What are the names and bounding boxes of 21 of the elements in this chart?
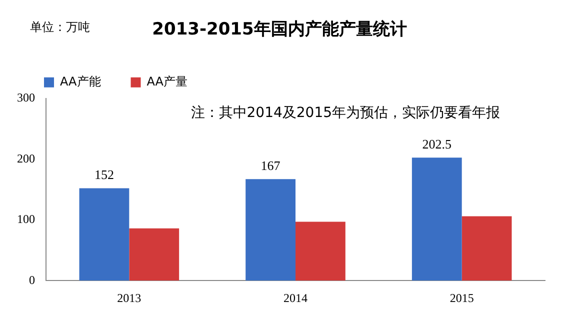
x-tick-label: 2013 [117, 290, 142, 305]
x-tick-label: 2015 [450, 290, 474, 305]
y-tick-label: 100 [17, 212, 35, 226]
x-tick-label: 2014 [284, 290, 308, 305]
y-tick-label: 300 [17, 90, 35, 105]
legend-label: AA产量 [146, 74, 188, 89]
bar [246, 179, 296, 281]
legend-label: AA产能 [60, 74, 101, 89]
data-label: 152 [94, 167, 114, 182]
y-tick-label: 200 [17, 151, 35, 166]
y-axis-title: 单位：万吨 [30, 20, 90, 34]
bar [296, 222, 346, 281]
data-label: 202.5 [422, 136, 452, 152]
bar [79, 188, 130, 281]
bar [462, 216, 512, 281]
y-tick-label: 0 [29, 272, 35, 287]
bar [412, 158, 462, 281]
bar [129, 228, 180, 281]
annotation: 注：其中2014及2015年为预估，实际仍要看年报 [190, 105, 500, 122]
data-label: 167 [260, 158, 281, 174]
chart-title: 2013-2015年国内产能产量统计 [152, 20, 407, 40]
